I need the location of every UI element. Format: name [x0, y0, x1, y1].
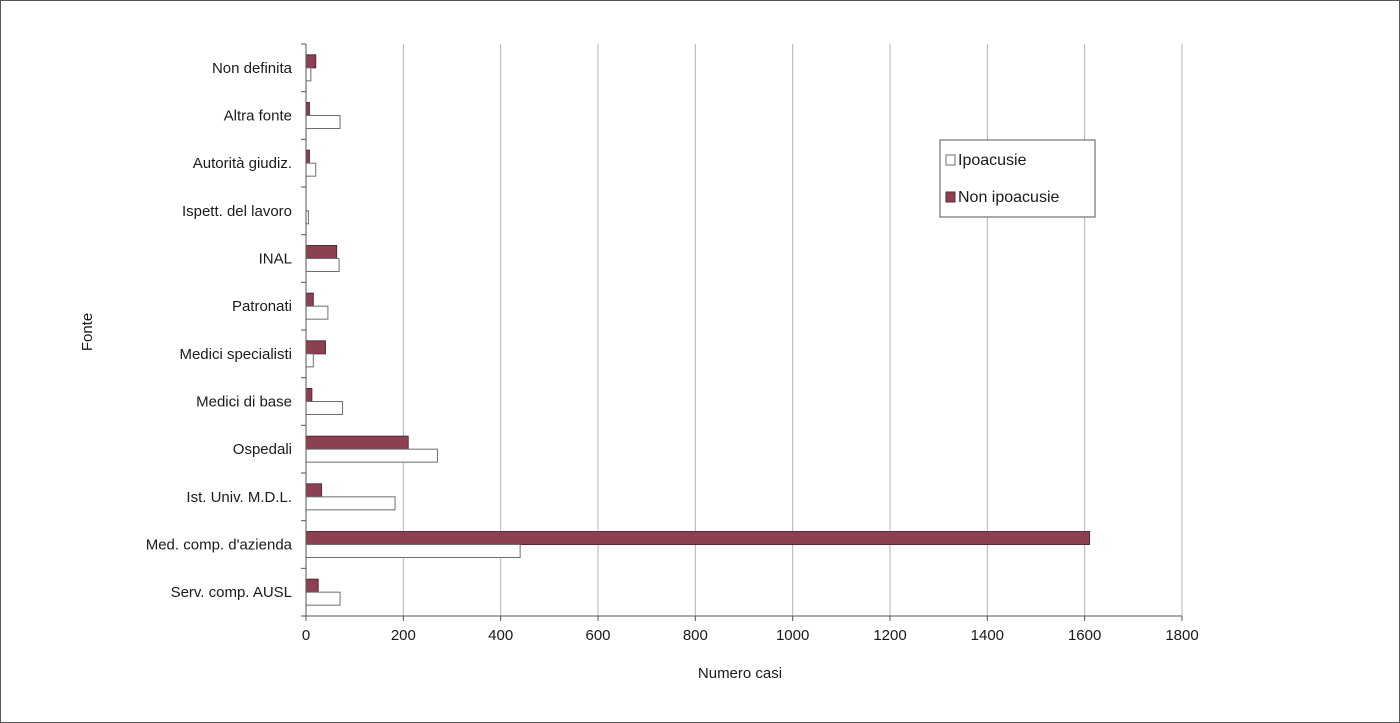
bar-ipoacusie — [305, 258, 340, 272]
bar-ipoacusie — [305, 448, 438, 463]
category-label: Medici specialisti — [179, 346, 292, 363]
bar-non-ipoacusie — [305, 245, 338, 259]
category-label: INAL — [259, 251, 292, 268]
category-label: Autorità giudiz. — [193, 155, 292, 172]
category-label: Ospedali — [233, 441, 292, 458]
x-tick-labels: 0 200 400 600 800 1000 1200 1400 1600 1800 — [302, 627, 1199, 644]
category-label: Ispett. del lavoro — [182, 203, 292, 220]
x-axis-title: Numero casi — [698, 665, 782, 682]
category-label: Patronati — [232, 298, 292, 315]
bar-ipoacusie — [305, 162, 317, 177]
bars — [305, 54, 1091, 606]
gridlines — [305, 44, 1183, 621]
bar-ipoacusie — [305, 67, 312, 82]
bar-non-ipoacusie — [305, 435, 409, 450]
x-tick-label: 1600 — [1068, 627, 1101, 644]
bar-non-ipoacusie — [305, 340, 326, 355]
axes — [305, 44, 1182, 617]
category-label: Altra fonte — [224, 108, 292, 125]
bar-non-ipoacusie — [305, 531, 1091, 545]
category-label: Ist. Univ. M.D.L. — [186, 489, 292, 506]
bar-non-ipoacusie — [305, 292, 314, 307]
bar-non-ipoacusie — [305, 483, 323, 498]
bar-ipoacusie — [305, 353, 314, 368]
bar-ipoacusie — [305, 544, 521, 558]
legend-label-non-ipoacusie: Non ipoacusie — [958, 189, 1060, 206]
category-labels: Non definita Altra fonte Autorità giudiz. I… — [146, 60, 293, 601]
legend-swatch-non-ipoacusie — [945, 191, 956, 203]
legend-label-ipoacusie: Ipoacusie — [958, 152, 1027, 169]
category-label: Med. comp. d'azienda — [146, 537, 293, 554]
x-tick-label: 1400 — [971, 627, 1004, 644]
x-tick-label: 1000 — [776, 627, 809, 644]
bar-ipoacusie — [305, 305, 329, 320]
category-label: Serv. comp. AUSL — [171, 584, 292, 601]
bar-ipoacusie — [305, 115, 341, 129]
legend: Ipoacusie Non ipoacusie — [939, 139, 1096, 218]
bar-non-ipoacusie — [305, 54, 317, 69]
category-label: Medici di base — [196, 394, 292, 411]
bar-non-ipoacusie — [305, 102, 310, 116]
x-tick-label: 400 — [488, 627, 513, 644]
legend-swatch-ipoacusie — [945, 154, 956, 166]
bar-ipoacusie — [305, 401, 343, 415]
x-tick-label: 1800 — [1165, 627, 1198, 644]
x-tick-label: 1200 — [873, 627, 906, 644]
x-tick-label: 200 — [391, 627, 416, 644]
bar-non-ipoacusie — [305, 388, 313, 402]
bar-ipoacusie — [305, 496, 396, 511]
bar-non-ipoacusie — [305, 578, 319, 593]
bar-non-ipoacusie — [305, 149, 310, 164]
y-axis-title: Fonte — [79, 313, 96, 351]
y-tick-marks — [301, 43, 306, 617]
legend-box — [939, 139, 1096, 218]
x-tick-label: 600 — [585, 627, 610, 644]
category-label: Non definita — [212, 60, 293, 77]
x-tick-label: 0 — [302, 627, 310, 644]
x-tick-label: 800 — [683, 627, 708, 644]
bar-ipoacusie — [305, 591, 341, 606]
